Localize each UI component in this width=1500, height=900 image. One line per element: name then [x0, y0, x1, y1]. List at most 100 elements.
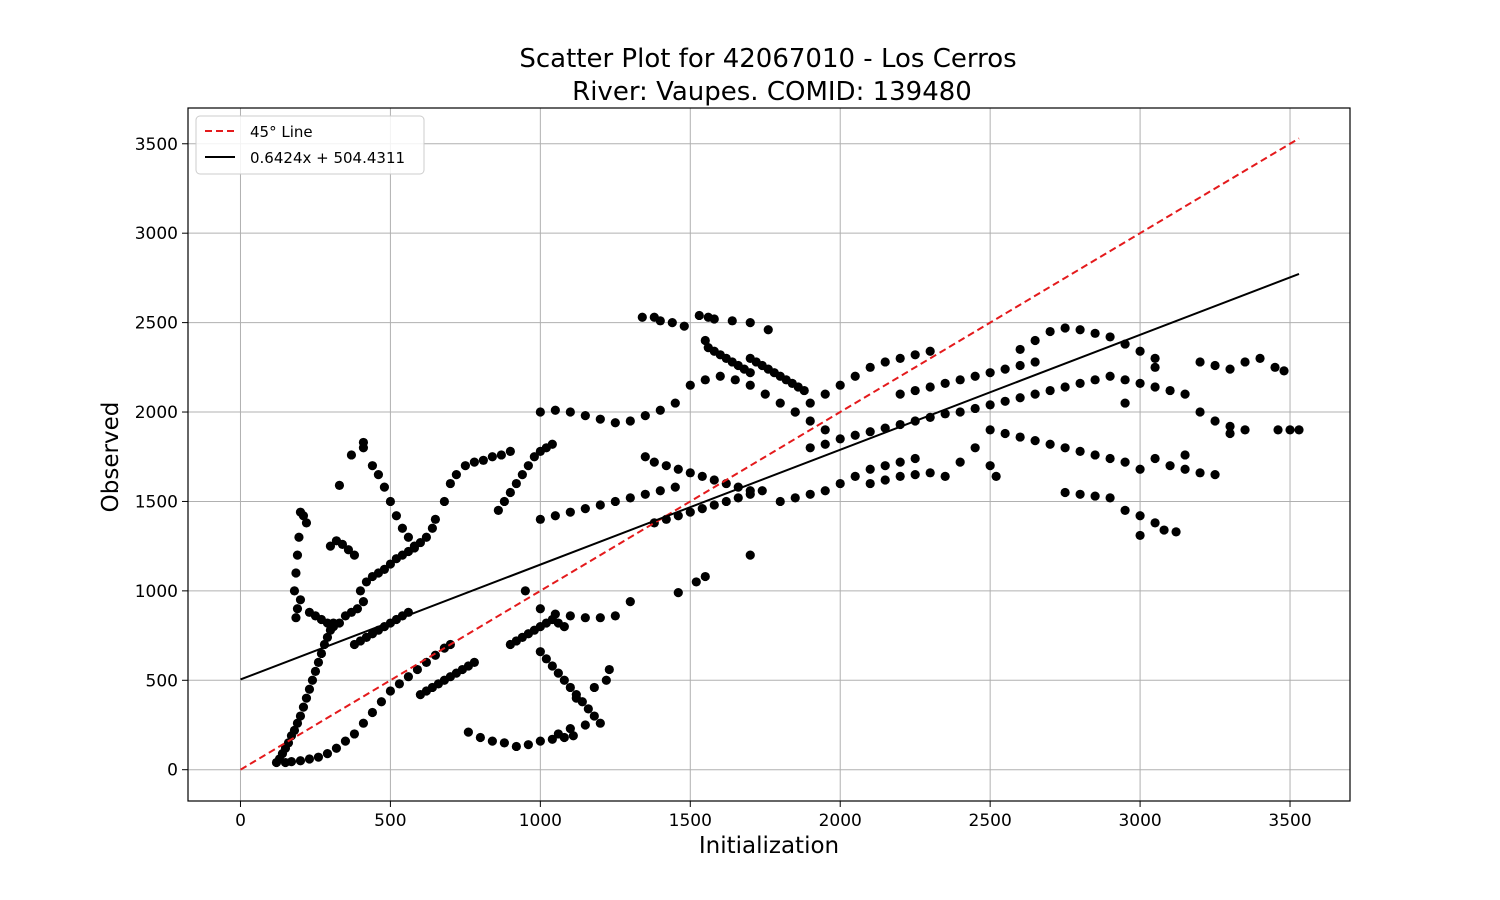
- data-point: [334, 618, 345, 628]
- data-point: [1030, 335, 1040, 346]
- data-point: [1000, 364, 1010, 374]
- data-point: [649, 457, 659, 467]
- data-point: [550, 405, 560, 415]
- y-tick-label: 2000: [135, 403, 178, 423]
- data-point: [880, 357, 890, 367]
- data-point: [421, 657, 431, 668]
- data-point: [991, 471, 1001, 482]
- x-tick-label: 1000: [519, 811, 562, 831]
- data-point: [1195, 357, 1205, 367]
- data-point: [1120, 505, 1130, 515]
- data-point: [805, 443, 815, 453]
- data-point: [1285, 425, 1295, 435]
- chart-subtitle: River: Vaupes. COMID: 139480: [572, 77, 972, 107]
- data-point: [745, 489, 755, 499]
- data-point: [292, 550, 303, 560]
- data-point: [379, 564, 390, 575]
- data-point: [1135, 530, 1145, 541]
- data-point: [1030, 436, 1040, 446]
- data-point: [1180, 464, 1190, 474]
- data-point: [580, 720, 590, 730]
- data-point: [601, 675, 611, 685]
- trend-lines: [239, 137, 1300, 771]
- data-point: [610, 611, 620, 621]
- data-point: [1120, 398, 1130, 408]
- y-tick-label: 3500: [135, 135, 178, 155]
- data-point: [685, 468, 695, 478]
- data-point: [469, 457, 479, 467]
- data-point: [589, 682, 599, 693]
- data-point: [1120, 375, 1130, 385]
- data-point: [412, 664, 423, 675]
- data-point: [523, 461, 533, 471]
- x-tick-label: 1500: [669, 811, 712, 831]
- data-point: [1135, 378, 1145, 389]
- x-tick-label: 2500: [969, 811, 1012, 831]
- data-point: [745, 380, 755, 390]
- data-point: [1015, 344, 1025, 355]
- data-point: [625, 493, 635, 503]
- data-point: [298, 702, 309, 712]
- data-point: [535, 647, 545, 657]
- data-point: [685, 507, 695, 517]
- data-point: [313, 752, 324, 762]
- data-point: [730, 375, 740, 385]
- data-point: [289, 725, 300, 735]
- data-point: [610, 418, 620, 428]
- data-point: [403, 532, 414, 542]
- data-point: [1060, 443, 1070, 453]
- data-point: [385, 559, 396, 569]
- data-point: [307, 675, 318, 685]
- data-point: [325, 541, 336, 551]
- data-point: [640, 411, 650, 421]
- data-point: [343, 545, 354, 555]
- data-point: [865, 427, 875, 437]
- data-point: [385, 686, 396, 696]
- data-point: [790, 407, 800, 417]
- data-point: [820, 425, 830, 435]
- data-point: [427, 523, 437, 533]
- data-point: [940, 471, 950, 482]
- data-point: [679, 321, 689, 331]
- tick-labels: 0 500 1000 1500 2000 2500 3000 3500 0 500 1000 1500…: [135, 135, 1312, 831]
- data-point: [334, 480, 345, 490]
- data-point: [865, 478, 875, 489]
- data-point: [673, 464, 683, 474]
- legend: 45° Line 0.6424x + 504.4311: [195, 115, 425, 175]
- data-point: [559, 622, 569, 632]
- x-tick-label: 2000: [819, 811, 862, 831]
- data-point: [358, 718, 369, 728]
- data-point: [1150, 453, 1160, 464]
- data-point: [655, 316, 665, 326]
- data-point: [391, 511, 402, 521]
- data-point: [760, 389, 770, 399]
- data-point: [1180, 389, 1190, 399]
- data-point: [850, 471, 860, 482]
- data-point: [745, 318, 755, 328]
- data-point: [880, 461, 890, 471]
- data-point: [313, 657, 324, 668]
- data-point: [955, 375, 965, 385]
- data-point: [292, 604, 303, 614]
- data-point: [925, 346, 935, 356]
- data-point: [358, 443, 369, 453]
- data-point: [1060, 323, 1070, 333]
- data-point: [1135, 346, 1145, 356]
- data-point: [294, 532, 304, 542]
- data-point: [667, 318, 677, 328]
- x-tick-label: 3500: [1268, 811, 1311, 831]
- data-point: [640, 452, 650, 462]
- data-point: [895, 353, 905, 363]
- data-point: [499, 738, 509, 748]
- data-point: [721, 496, 731, 507]
- data-point: [595, 414, 605, 424]
- data-point: [505, 446, 515, 456]
- data-point: [577, 697, 587, 707]
- data-point: [1270, 362, 1280, 372]
- y-tick-label: 1500: [135, 492, 178, 512]
- data-point: [1225, 421, 1235, 431]
- x-tick-label: 3000: [1118, 811, 1161, 831]
- data-point: [304, 754, 315, 764]
- data-point: [580, 503, 590, 514]
- data-point: [661, 461, 671, 471]
